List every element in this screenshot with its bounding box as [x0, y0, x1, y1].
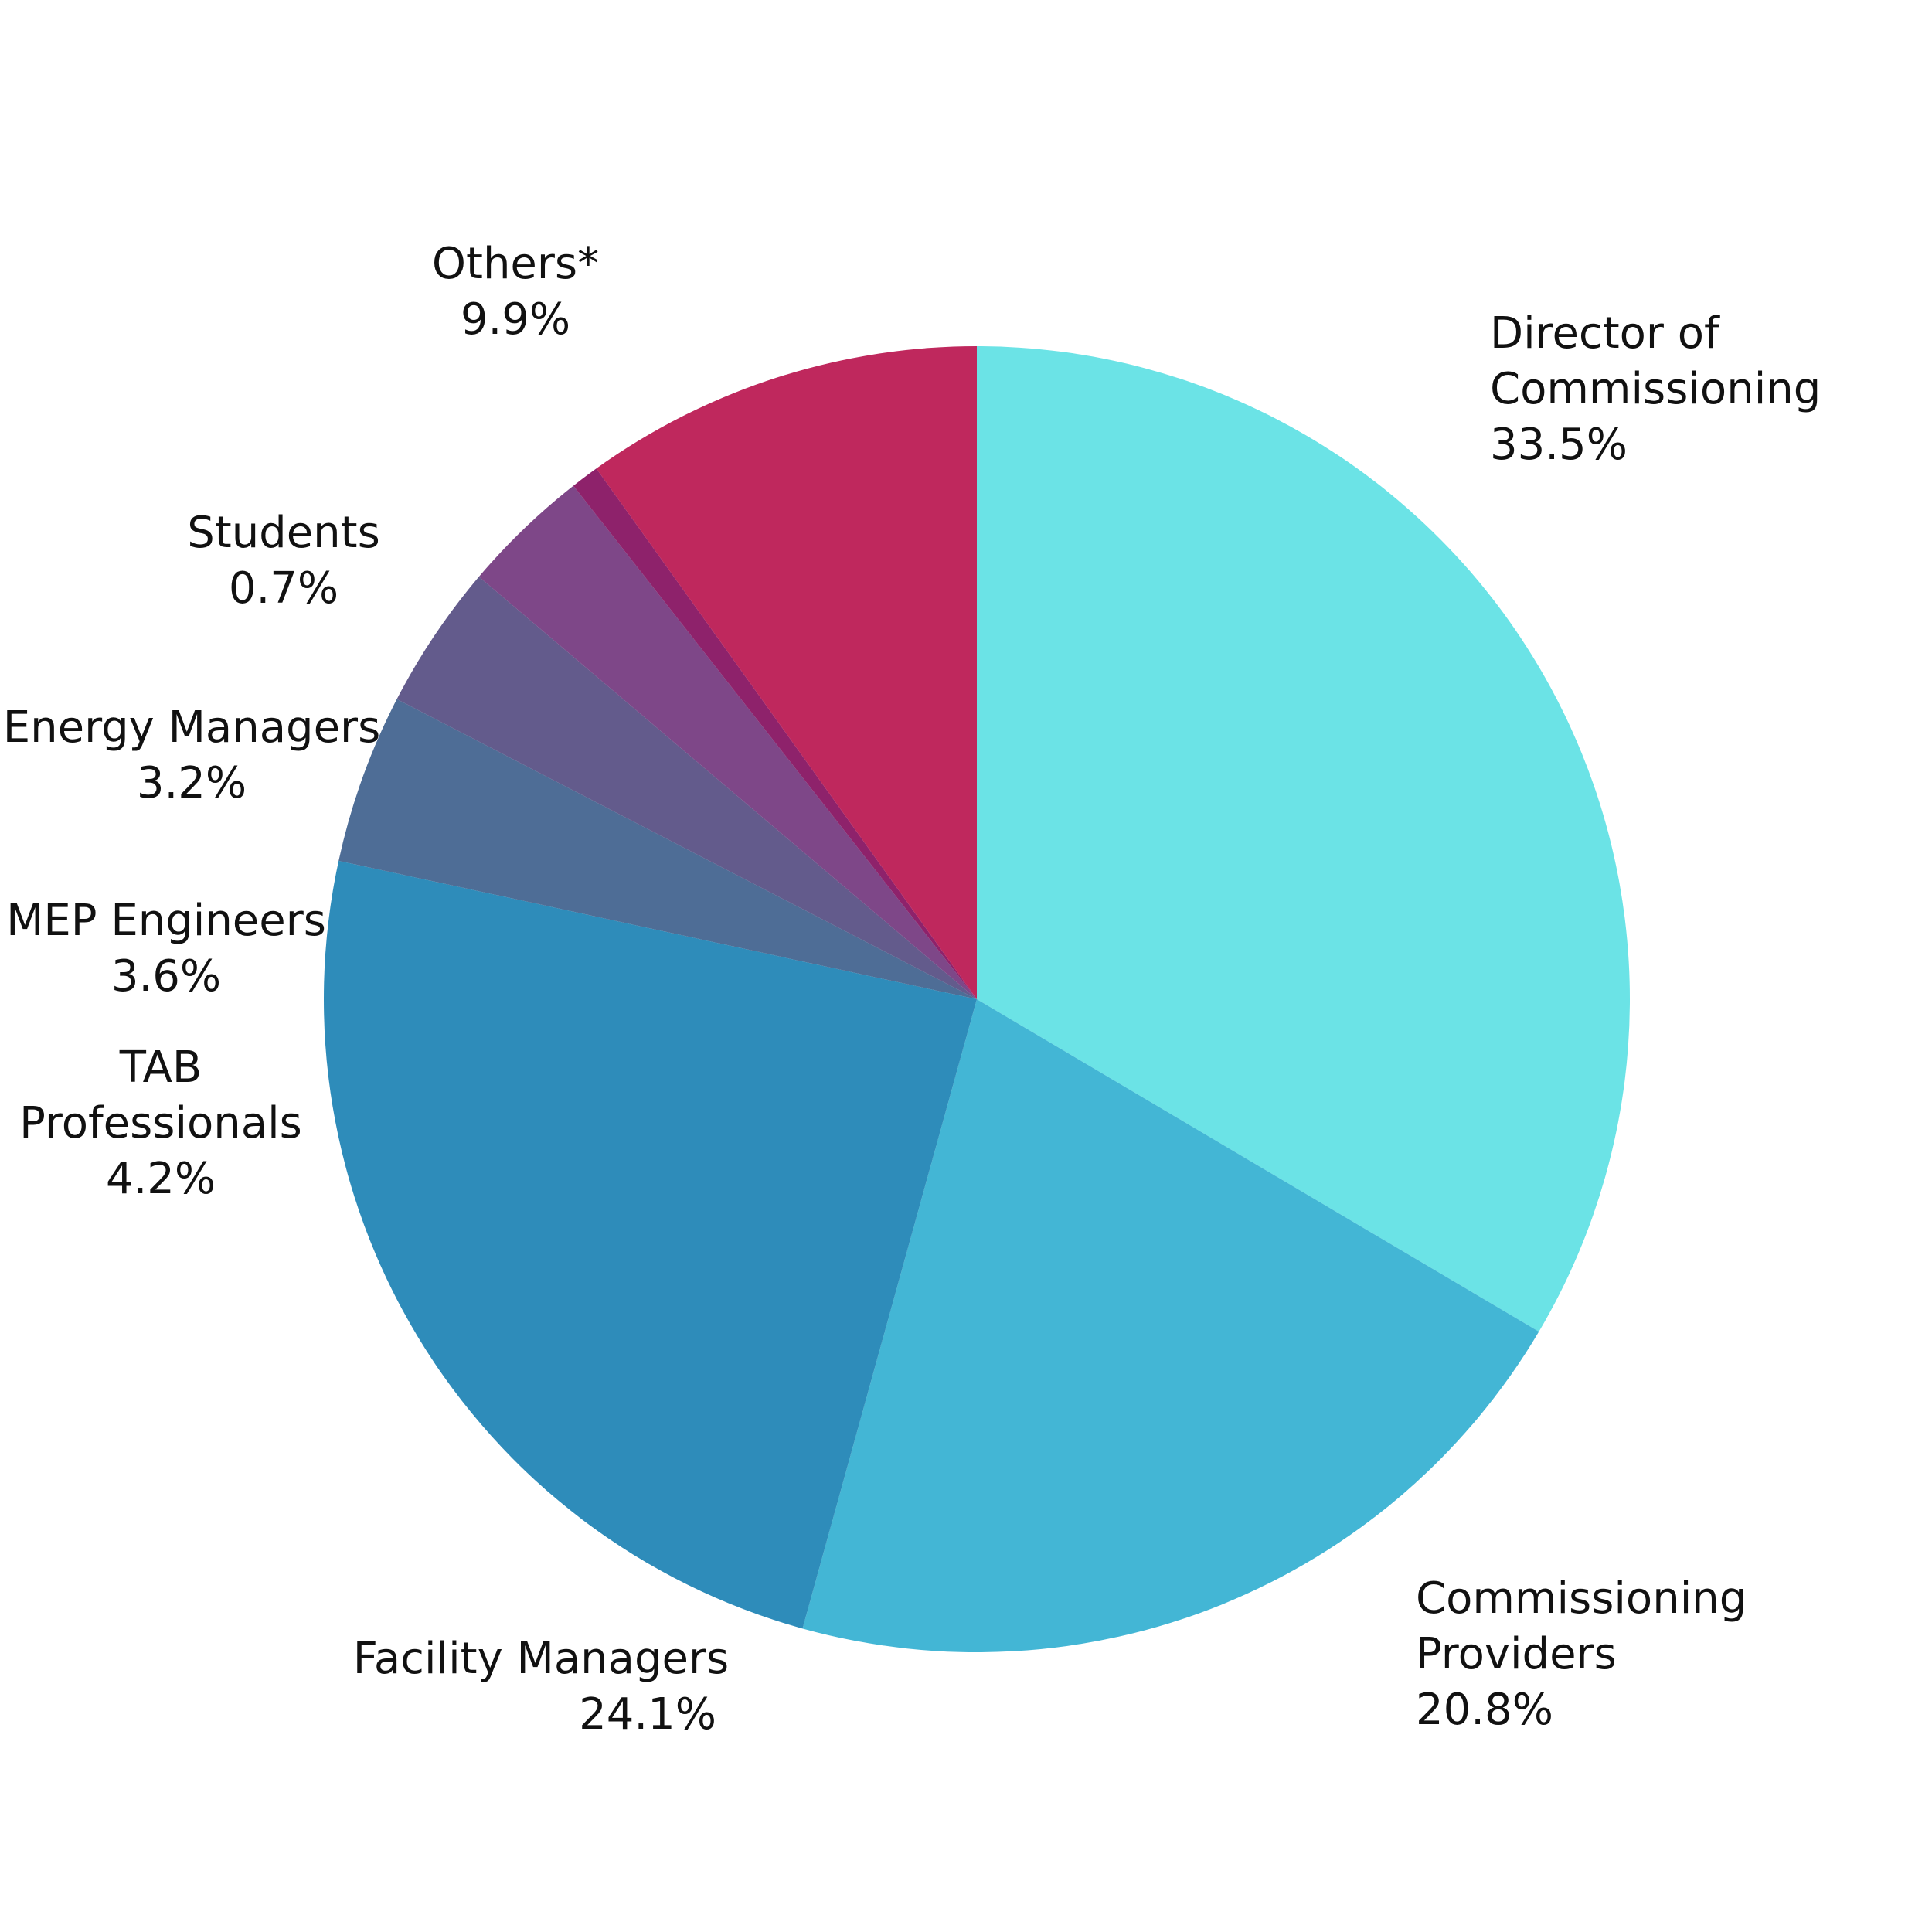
- slice-name-label: Commissioning: [1490, 364, 1821, 414]
- slice-name-label: TAB: [119, 1043, 202, 1093]
- slice-label-group: Others*9.9%: [432, 239, 599, 345]
- slice-name-label: Professionals: [19, 1098, 302, 1148]
- pie-slice-commissioning-providers: [802, 999, 1539, 1653]
- pie-labels: Director ofCommissioning33.5%Commissioni…: [3, 239, 1821, 1740]
- pie-slice-others: [596, 346, 977, 999]
- slice-value-label: 20.8%: [1416, 1685, 1553, 1735]
- slice-value-label: 0.7%: [229, 563, 338, 614]
- slice-name-label: Facility Managers: [353, 1634, 729, 1684]
- slice-name-label: Energy Managers: [3, 702, 381, 753]
- slice-value-label: 9.9%: [461, 294, 570, 345]
- pie-slice-mep-engineers: [396, 577, 977, 999]
- pie-slice-energy-managers: [478, 485, 977, 999]
- slice-name-label: Students: [187, 508, 380, 558]
- slice-value-label: 24.1%: [579, 1689, 716, 1740]
- pie-slice-director-of-commissioning: [977, 346, 1631, 1332]
- pie-slices: [324, 346, 1631, 1653]
- slice-name-label: Director of: [1490, 308, 1720, 359]
- pie-slice-facility-managers: [324, 860, 977, 1629]
- slice-value-label: 3.6%: [111, 951, 221, 1002]
- pie-slice-students: [573, 468, 977, 999]
- slice-name-label: Commissioning: [1416, 1573, 1747, 1624]
- slice-name-label: Others*: [432, 239, 599, 289]
- slice-value-label: 3.2%: [137, 758, 247, 808]
- pie-slice-tab-professionals: [338, 699, 978, 999]
- slice-name-label: MEP Engineers: [6, 896, 326, 946]
- slice-value-label: 4.2%: [106, 1154, 216, 1204]
- slice-value-label: 33.5%: [1490, 420, 1628, 470]
- slice-name-label: Providers: [1416, 1629, 1617, 1679]
